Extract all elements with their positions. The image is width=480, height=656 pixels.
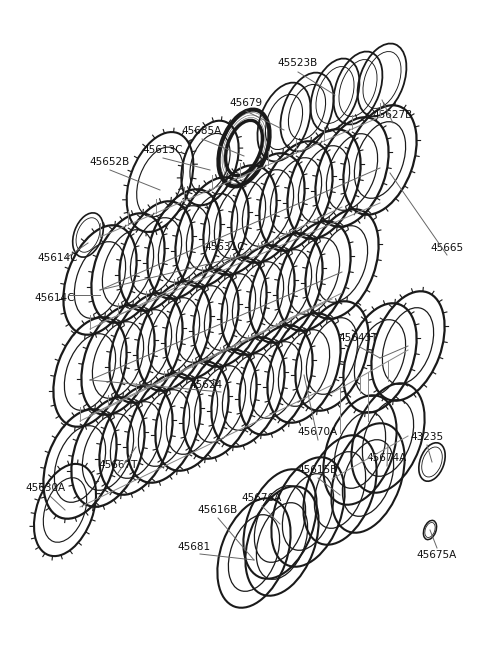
Text: 45670A: 45670A xyxy=(298,427,338,437)
Text: 45685A: 45685A xyxy=(182,126,222,136)
Text: 45652B: 45652B xyxy=(90,157,130,167)
Text: 45624: 45624 xyxy=(190,380,223,390)
Text: 45613C: 45613C xyxy=(143,145,183,155)
Text: 45675A: 45675A xyxy=(417,550,457,560)
Text: 45614C: 45614C xyxy=(35,293,75,303)
Text: 45681: 45681 xyxy=(178,542,211,552)
Text: 45665: 45665 xyxy=(431,243,464,253)
Text: 45674A: 45674A xyxy=(367,453,407,463)
Text: 45679: 45679 xyxy=(229,98,263,108)
Text: 45676A: 45676A xyxy=(242,493,282,503)
Text: 45615B: 45615B xyxy=(298,465,338,475)
Text: 45667T: 45667T xyxy=(98,460,138,470)
Text: 45523B: 45523B xyxy=(278,58,318,68)
Text: 45614C: 45614C xyxy=(38,253,78,263)
Text: 45616B: 45616B xyxy=(198,505,238,515)
Text: 45643T: 45643T xyxy=(338,333,378,343)
Text: 45627B: 45627B xyxy=(373,110,413,120)
Text: 45630A: 45630A xyxy=(25,483,65,493)
Text: 43235: 43235 xyxy=(410,432,444,442)
Text: 45631C: 45631C xyxy=(205,242,245,252)
